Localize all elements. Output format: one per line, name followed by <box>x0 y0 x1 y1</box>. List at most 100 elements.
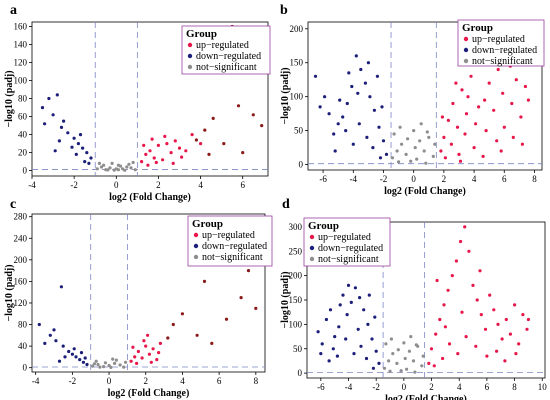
y-tick-label: 140 <box>14 40 28 50</box>
data-point <box>118 363 122 367</box>
data-point <box>338 303 342 307</box>
data-point <box>333 335 337 339</box>
data-point <box>156 143 160 147</box>
data-point <box>390 156 395 160</box>
legend-box <box>181 25 271 75</box>
x-tick-label: 0 <box>107 376 112 386</box>
data-point <box>345 313 349 317</box>
data-point <box>526 98 531 102</box>
data-point <box>398 125 402 129</box>
data-point <box>323 95 327 99</box>
data-point <box>454 259 458 263</box>
legend-marker <box>309 245 315 251</box>
data-point <box>57 359 62 363</box>
data-point <box>171 161 175 165</box>
legend-box <box>187 215 273 267</box>
x-tick-label: 4 <box>472 174 477 184</box>
data-point <box>161 158 165 162</box>
data-point <box>59 285 64 289</box>
data-point <box>222 142 226 146</box>
series-0 <box>439 47 531 163</box>
data-point <box>460 88 464 92</box>
data-point <box>144 344 148 348</box>
data-point <box>366 322 370 326</box>
legend: Groupup−regulateddown−regulatednot−signi… <box>181 25 271 75</box>
data-point <box>502 125 506 129</box>
data-point <box>40 106 45 110</box>
data-point <box>52 328 56 332</box>
plot-frame <box>31 213 266 373</box>
data-point <box>371 146 375 150</box>
data-point <box>327 112 331 116</box>
x-tick-label: -2 <box>380 174 388 184</box>
data-point <box>131 345 135 349</box>
series-0 <box>129 333 162 365</box>
data-point <box>114 167 118 171</box>
data-point <box>345 101 349 106</box>
data-point <box>517 342 521 346</box>
data-point <box>418 139 422 143</box>
data-point <box>57 139 62 143</box>
data-point <box>477 105 481 109</box>
data-point <box>377 361 381 365</box>
data-point <box>142 339 146 343</box>
data-point <box>63 355 67 359</box>
data-point <box>521 313 525 317</box>
data-point <box>72 347 76 351</box>
data-point <box>395 361 399 365</box>
legend-item-label: up−regulated <box>318 232 371 243</box>
series-2 <box>37 285 89 367</box>
data-point <box>432 364 436 368</box>
data-point <box>464 112 469 116</box>
data-point <box>463 132 467 136</box>
data-point <box>165 142 169 146</box>
legend-marker <box>309 256 315 262</box>
data-point <box>405 367 409 371</box>
data-point <box>103 361 107 365</box>
data-point <box>511 135 515 139</box>
data-point <box>320 342 324 346</box>
x-tick-label: -2 <box>372 382 380 392</box>
y-tick-label: 120 <box>14 58 28 68</box>
data-point <box>246 269 251 273</box>
y-tick-label: 240 <box>14 233 28 243</box>
x-tick-label: 8 <box>512 382 517 392</box>
y-tick-label: 120 <box>14 298 28 308</box>
data-point <box>407 349 411 353</box>
plot-frame <box>31 21 269 177</box>
data-point <box>523 84 528 89</box>
legend-item-label: down−regulated <box>202 241 267 252</box>
data-point <box>53 149 57 153</box>
data-point <box>359 344 363 348</box>
data-point <box>140 160 144 164</box>
data-point <box>439 149 443 153</box>
data-point <box>149 360 153 364</box>
data-point <box>442 303 446 307</box>
data-point <box>450 274 454 278</box>
data-point <box>406 137 410 141</box>
data-point <box>81 146 85 150</box>
x-tick-label: 8 <box>532 174 537 184</box>
data-point <box>456 352 460 356</box>
data-point <box>236 104 241 108</box>
y-axis-title: −log10 (padj) <box>4 264 15 321</box>
series-0 <box>427 225 531 368</box>
data-point <box>496 322 500 326</box>
data-point <box>195 333 199 337</box>
data-point <box>327 359 331 363</box>
data-point <box>446 288 450 292</box>
data-point <box>441 356 445 361</box>
x-tick-label: -2 <box>70 180 78 190</box>
data-point <box>467 249 471 253</box>
data-point <box>500 337 504 341</box>
data-point <box>475 298 479 302</box>
legend-item-label: up−regulated <box>196 40 249 51</box>
data-point <box>150 137 154 141</box>
data-point <box>341 293 345 297</box>
y-tick-label: 100 <box>290 92 304 102</box>
data-point <box>400 142 404 146</box>
data-point <box>89 156 93 160</box>
data-point <box>396 348 400 352</box>
data-point <box>110 161 114 165</box>
